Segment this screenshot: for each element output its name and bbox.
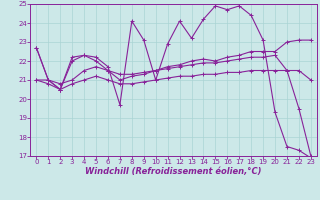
X-axis label: Windchill (Refroidissement éolien,°C): Windchill (Refroidissement éolien,°C) (85, 167, 262, 176)
